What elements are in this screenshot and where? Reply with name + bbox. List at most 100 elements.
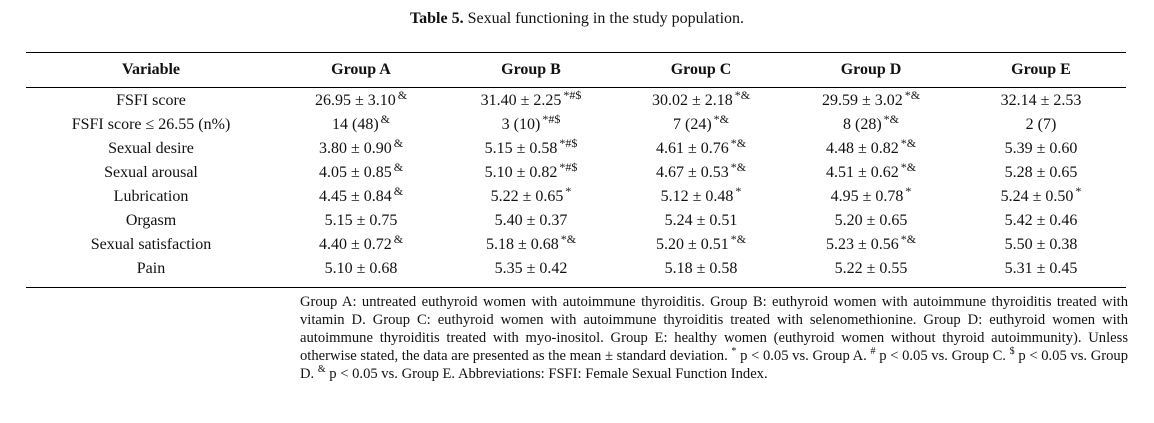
value-cell: 5.39 ± 0.60	[956, 137, 1126, 161]
significance-marker: *#$	[559, 159, 578, 174]
cell-value: 5.40 ± 0.37	[494, 212, 568, 229]
value-cell: 5.12 ± 0.48 *	[616, 185, 786, 209]
value-cell: 4.95 ± 0.78 *	[786, 185, 956, 209]
cell-value: 5.18 ± 0.58	[664, 260, 738, 277]
value-cell: 5.23 ± 0.56 *&	[786, 233, 956, 257]
value-cell: 5.20 ± 0.51 *&	[616, 233, 786, 257]
significance-marker: *#$	[563, 87, 582, 102]
cell-value: 4.40 ± 0.72	[318, 236, 392, 253]
cell-value: 4.95 ± 0.78	[830, 188, 904, 205]
header-row: Variable Group A Group B Group C Group D…	[26, 55, 1126, 85]
significance-marker: *	[905, 183, 912, 198]
table-row: FSFI score ≤ 26.55 (n%) 14 (48) & 3 (10) *#$…	[26, 113, 1126, 137]
data-table: Variable Group A Group B Group C Group D…	[26, 55, 1126, 281]
significance-marker: *&	[900, 231, 917, 246]
table-row: Orgasm 5.15 ± 0.75 5.40 ± 0.37 5.24 ± 0.51 5…	[26, 209, 1126, 233]
cell-value: 8 (28)	[843, 116, 882, 133]
significance-marker: *&	[713, 111, 729, 126]
row-variable: Pain	[136, 260, 166, 277]
significance-marker: *&	[904, 87, 921, 102]
row-variable: FSFI score ≤ 26.55 (n%)	[71, 116, 231, 133]
significance-marker: *&	[560, 231, 577, 246]
value-cell: 5.18 ± 0.68 *&	[446, 233, 616, 257]
value-cell: 5.28 ± 0.65	[956, 161, 1126, 185]
column-header: Group D	[840, 61, 902, 78]
value-cell: 30.02 ± 2.18 *&	[616, 89, 786, 113]
cell-value: 7 (24)	[673, 116, 712, 133]
value-cell: 3.80 ± 0.90 &	[276, 137, 446, 161]
cell-value: 4.45 ± 0.84	[318, 188, 392, 205]
cell-value: 5.10 ± 0.68	[324, 260, 398, 277]
value-cell: 4.48 ± 0.82 *&	[786, 137, 956, 161]
value-cell: 5.22 ± 0.65 *	[446, 185, 616, 209]
footnote-sig-group-d: p < 0.05 vs. Group D.	[300, 348, 1129, 382]
symbol-group-d: $	[1009, 346, 1015, 358]
column-header: Group C	[670, 61, 732, 78]
cell-value: 4.61 ± 0.76	[655, 140, 729, 157]
value-cell: 2 (7)	[956, 113, 1126, 137]
value-cell: 31.40 ± 2.25 *#$	[446, 89, 616, 113]
value-cell: 5.24 ± 0.51	[616, 209, 786, 233]
cell-value: 31.40 ± 2.25	[480, 92, 562, 109]
table-top-rule	[26, 52, 1126, 53]
row-variable: Sexual arousal	[104, 164, 198, 181]
cell-value: 5.24 ± 0.50	[1000, 188, 1074, 205]
cell-value: 5.15 ± 0.58	[484, 140, 558, 157]
table-row: FSFI score 26.95 ± 3.10 & 31.40 ± 2.25 *#$ 30…	[26, 89, 1126, 113]
table-row: Sexual desire 3.80 ± 0.90 & 5.15 ± 0.58 *#$ 4…	[26, 137, 1126, 161]
value-cell: 5.42 ± 0.46	[956, 209, 1126, 233]
table-row: Sexual arousal 4.05 ± 0.85 & 5.10 ± 0.82 *#$…	[26, 161, 1126, 185]
cell-value: 5.22 ± 0.65	[490, 188, 564, 205]
row-variable: Lubrication	[113, 188, 189, 205]
cell-value: 3 (10)	[501, 116, 541, 133]
value-cell: 4.51 ± 0.62 *&	[786, 161, 956, 185]
cell-value: 5.20 ± 0.51	[655, 236, 729, 253]
value-cell: 5.50 ± 0.38	[956, 233, 1126, 257]
footnote-sig-group-c: p < 0.05 vs. Group C.	[879, 348, 1006, 364]
cell-value: 4.67 ± 0.53	[655, 164, 729, 181]
row-variable: FSFI score	[116, 92, 186, 109]
value-cell: 5.10 ± 0.82 *#$	[446, 161, 616, 185]
footnote-abbreviations: Abbreviations: FSFI: Female Sexual Funct…	[457, 366, 768, 382]
cell-value: 5.18 ± 0.68	[485, 236, 559, 253]
cell-value: 14 (48)	[332, 116, 379, 133]
value-cell: 4.40 ± 0.72 &	[276, 233, 446, 257]
significance-marker: *&	[883, 111, 899, 126]
value-cell: 4.45 ± 0.84 &	[276, 185, 446, 209]
value-cell: 5.22 ± 0.55	[786, 257, 956, 281]
cell-value: 2 (7)	[1025, 116, 1057, 133]
cell-value: 5.15 ± 0.75	[324, 212, 398, 229]
table-header-rule	[26, 87, 1126, 88]
significance-marker: *&	[730, 135, 747, 150]
value-cell: 5.20 ± 0.65	[786, 209, 956, 233]
significance-marker: &	[393, 231, 404, 246]
table-row: Sexual satisfaction 4.40 ± 0.72 & 5.18 ± 0.…	[26, 233, 1126, 257]
value-cell: 4.61 ± 0.76 *&	[616, 137, 786, 161]
cell-value: 5.24 ± 0.51	[664, 212, 738, 229]
cell-value: 3.80 ± 0.90	[318, 140, 392, 157]
value-cell: 26.95 ± 3.10 &	[276, 89, 446, 113]
column-header: Group B	[501, 61, 561, 78]
cell-value: 5.12 ± 0.48	[660, 188, 734, 205]
cell-value: 5.22 ± 0.55	[834, 260, 908, 277]
cell-value: 32.14 ± 2.53	[1000, 92, 1082, 109]
footnote-groups: Group A: untreated euthyroid women with …	[300, 294, 1128, 364]
significance-marker: *	[1075, 183, 1082, 198]
row-variable: Orgasm	[125, 212, 177, 229]
cell-value: 5.35 ± 0.42	[494, 260, 568, 277]
significance-marker: &	[393, 135, 404, 150]
column-header: Group A	[331, 61, 391, 78]
significance-marker: *&	[734, 87, 751, 102]
cell-value: 5.31 ± 0.45	[1004, 260, 1078, 277]
symbol-group-c: #	[870, 346, 876, 358]
cell-value: 5.42 ± 0.46	[1004, 212, 1078, 229]
value-cell: 32.14 ± 2.53	[956, 89, 1126, 113]
cell-value: 30.02 ± 2.18	[651, 92, 733, 109]
value-cell: 3 (10) *#$	[446, 113, 616, 137]
value-cell: 5.24 ± 0.50 *	[956, 185, 1126, 209]
value-cell: 29.59 ± 3.02 *&	[786, 89, 956, 113]
cell-value: 4.05 ± 0.85	[318, 164, 392, 181]
footnote-sig-group-e: p < 0.05 vs. Group E.	[329, 366, 456, 382]
significance-marker: *	[735, 183, 742, 198]
row-variable: Sexual satisfaction	[90, 236, 212, 253]
